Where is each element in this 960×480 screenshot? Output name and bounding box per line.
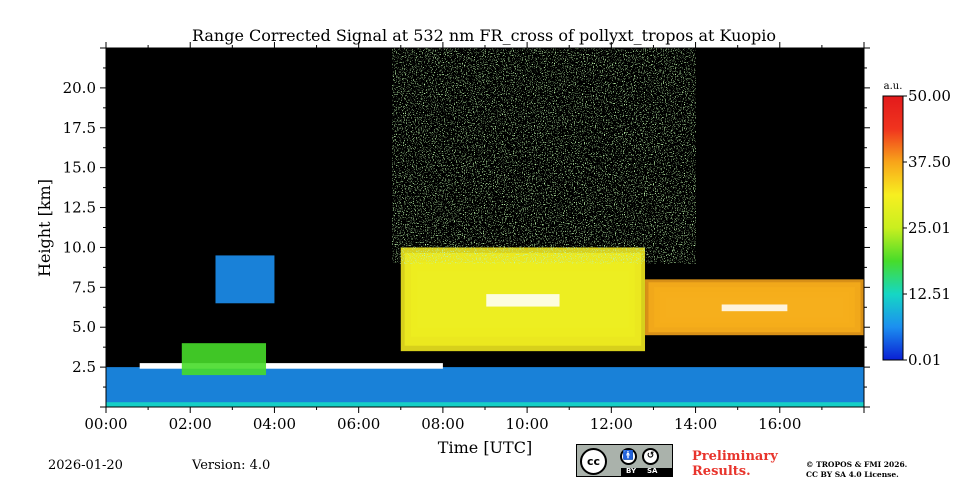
right-ticks — [864, 47, 870, 408]
heat-core-cloud-cluster-main — [486, 294, 560, 307]
person-icon: 🚹 — [620, 448, 637, 465]
sa-label: SA — [647, 467, 658, 475]
heat-core-cloud-layer-afternoon — [721, 304, 788, 312]
heat-cell-low-cloud-layer — [139, 363, 443, 369]
y-axis: 2.5 5.0 7.5 10.0 12.5 15.0 17.5 20.0 — [63, 47, 106, 408]
x-tick-label-0: 00:00 — [84, 415, 127, 433]
colorbar — [882, 95, 904, 361]
y-tick-label-4: 12.5 — [63, 199, 96, 217]
copyright-line-2: CC BY SA 4.0 License. — [806, 470, 899, 479]
y-tick-label-7: 20.0 — [63, 79, 96, 97]
x-tick-label-8: 16:00 — [758, 415, 801, 433]
preliminary-notice: Preliminary Results. — [692, 449, 778, 479]
x-tick-label-1: 02:00 — [169, 415, 212, 433]
x-tick-label-2: 04:00 — [253, 415, 296, 433]
colorbar-tick-label-3: 37.50 — [908, 153, 951, 171]
y-tick-label-3: 10.0 — [63, 238, 96, 256]
noise-field — [392, 48, 696, 264]
preliminary-line-1: Preliminary — [692, 449, 778, 464]
x-axis: 00:00 02:00 04:00 06:00 08:00 10:00 12:00 14:00… — [84, 407, 865, 433]
share-alike-icon: ↺ — [642, 448, 659, 465]
preliminary-line-2: Results. — [692, 464, 751, 479]
y-axis-label: Height [km] — [35, 179, 54, 277]
x-tick-label-7: 14:00 — [674, 415, 717, 433]
colorbar-tick-label-0: 0.01 — [908, 351, 941, 369]
y-tick-label-1: 5.0 — [72, 318, 96, 336]
colorbar-tick-label-1: 12.51 — [908, 285, 951, 303]
noise-layer — [392, 48, 696, 264]
cc-license-badge[interactable]: cc 🚹 ↺ BY SA — [576, 444, 673, 477]
colorbar-ticks: 0.01 12.51 25.01 37.50 50.00 — [903, 87, 951, 369]
colorbar-unit: a.u. — [884, 81, 903, 92]
heat-cell-cloud-cluster-low — [181, 343, 267, 376]
top-ticks — [105, 42, 865, 48]
x-tick-label-3: 06:00 — [337, 415, 380, 433]
y-tick-label-6: 17.5 — [63, 119, 96, 137]
heat-cell-surface-layer — [106, 402, 864, 407]
by-label: BY — [626, 467, 637, 475]
y-tick-label-2: 7.5 — [72, 278, 96, 296]
x-tick-label-6: 12:00 — [590, 415, 633, 433]
copyright-notice: © TROPOS & FMI 2026. CC BY SA 4.0 Licens… — [806, 460, 907, 480]
y-tick-label-0: 2.5 — [72, 358, 96, 376]
copyright-line-1: © TROPOS & FMI 2026. — [806, 460, 908, 469]
license-band — [621, 468, 673, 477]
x-tick-label-4: 08:00 — [421, 415, 464, 433]
heat-cell-cloud-cluster-early — [215, 255, 275, 304]
version-label: Version: 4.0 — [192, 458, 271, 473]
x-axis-label: Time [UTC] — [438, 438, 532, 457]
cc-icon: cc — [580, 448, 607, 475]
colorbar-tick-label-4: 50.00 — [908, 87, 951, 105]
colorbar-tick-label-2: 25.01 — [908, 219, 951, 237]
chart-title: Range Corrected Signal at 532 nm FR_cros… — [191, 26, 777, 45]
date-label: 2026-01-20 — [48, 458, 123, 473]
x-tick-label-5: 10:00 — [505, 415, 548, 433]
y-tick-label-5: 15.0 — [63, 159, 96, 177]
heatmap-layer — [106, 247, 864, 407]
